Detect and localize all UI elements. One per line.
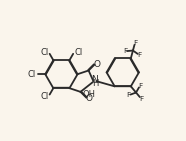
- Text: Cl: Cl: [74, 48, 82, 57]
- Text: F: F: [133, 40, 137, 46]
- Text: Cl: Cl: [41, 48, 49, 57]
- Text: O: O: [94, 60, 101, 69]
- Text: H: H: [92, 79, 98, 88]
- Text: O: O: [86, 94, 92, 103]
- Text: F: F: [127, 92, 131, 98]
- Text: F: F: [139, 95, 143, 102]
- Text: F: F: [138, 83, 142, 89]
- Text: Cl: Cl: [28, 70, 36, 79]
- Text: F: F: [123, 48, 127, 54]
- Text: OH: OH: [83, 90, 96, 99]
- Text: N: N: [92, 75, 98, 84]
- Text: Cl: Cl: [41, 92, 49, 101]
- Text: F: F: [137, 52, 141, 58]
